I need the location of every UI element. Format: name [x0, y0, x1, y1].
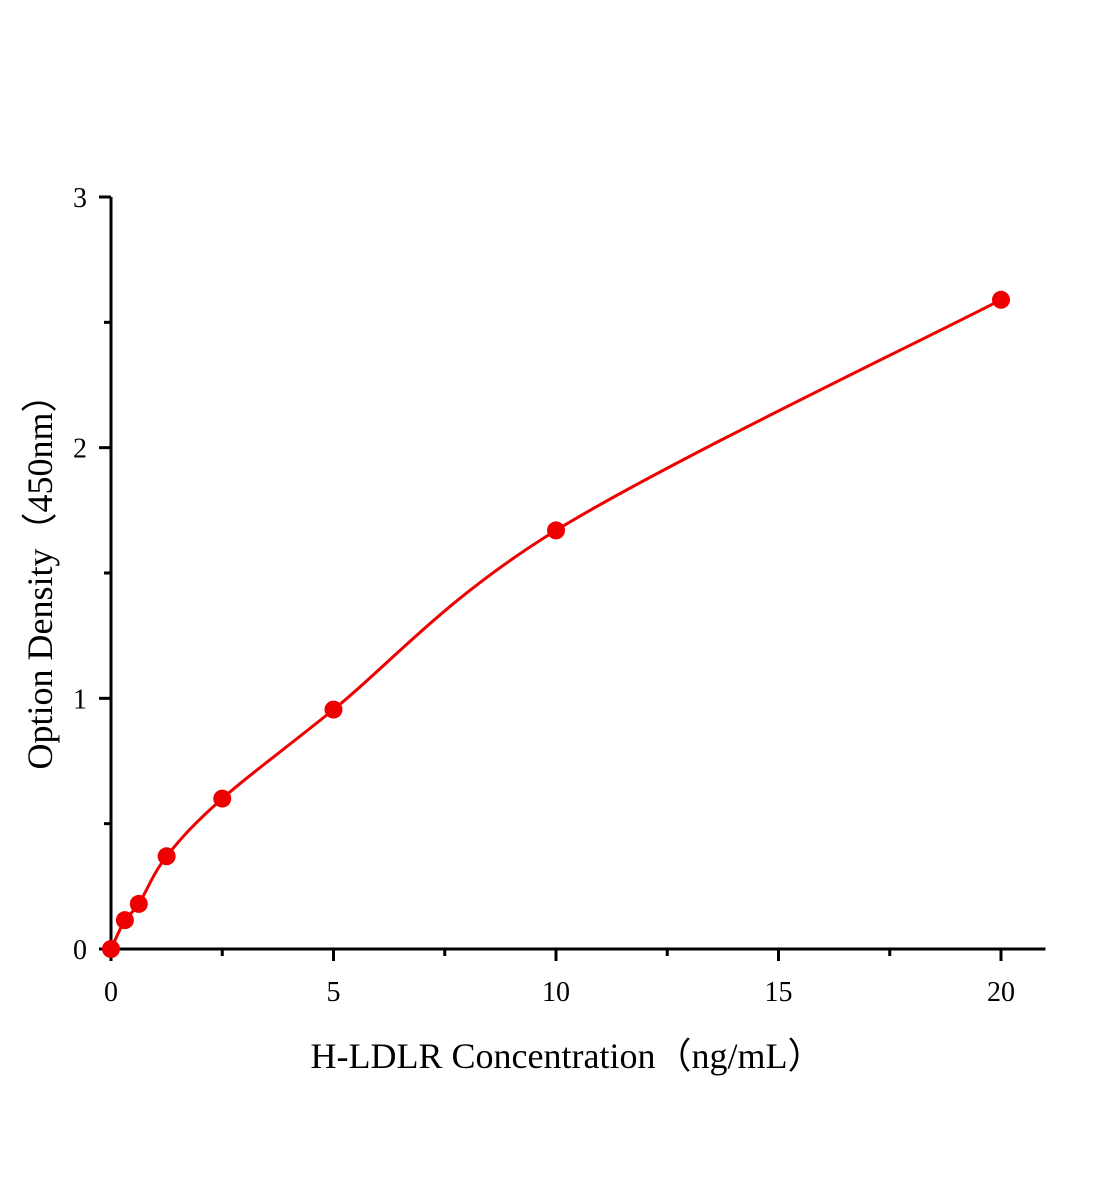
axes — [109, 197, 1046, 951]
x-tick-label: 15 — [765, 977, 793, 1008]
data-points — [102, 290, 1010, 958]
x-axis-title: H-LDLR Concentration（ng/mL） — [311, 1036, 824, 1076]
data-point — [992, 290, 1010, 309]
y-tick-label: 3 — [73, 183, 87, 214]
x-tick-label: 5 — [327, 977, 341, 1008]
data-point — [547, 521, 565, 540]
data-point — [129, 894, 148, 913]
y-axis-title: Option Density（450nm） — [20, 377, 60, 770]
data-point — [115, 911, 134, 930]
x-tick-label: 20 — [987, 977, 1015, 1008]
fit-curve — [109, 298, 1002, 950]
data-point — [213, 789, 232, 808]
y-tick-label: 1 — [73, 684, 87, 715]
y-tick-label: 0 — [73, 935, 87, 966]
data-point — [324, 700, 343, 719]
data-point — [157, 847, 176, 866]
data-point — [102, 940, 120, 958]
x-tick-label: 0 — [104, 977, 118, 1008]
y-tick-label: 2 — [73, 434, 87, 465]
x-tick-label: 10 — [542, 977, 570, 1008]
ticks: 0 5 10 15 20 0 1 2 3 — [73, 183, 1015, 1008]
